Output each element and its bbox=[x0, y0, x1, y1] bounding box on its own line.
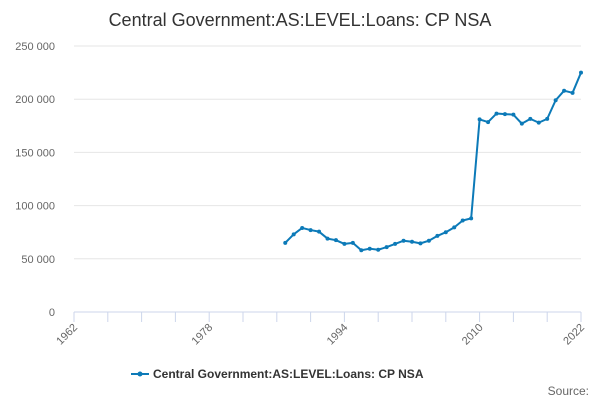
data-point bbox=[418, 241, 423, 246]
y-tick-label: 150 000 bbox=[15, 147, 55, 159]
data-point bbox=[325, 236, 330, 241]
y-tick-label: 100 000 bbox=[15, 201, 55, 213]
x-tick-label: 1962 bbox=[54, 322, 80, 348]
data-point bbox=[469, 216, 474, 221]
data-point bbox=[283, 240, 288, 245]
data-point bbox=[401, 238, 406, 243]
data-point bbox=[333, 238, 338, 243]
data-point bbox=[452, 225, 457, 230]
y-tick-label: 0 bbox=[49, 307, 55, 319]
y-axis: 0 50 000 100 000 150 000 200 000 250 000 bbox=[15, 41, 55, 319]
data-point bbox=[435, 233, 440, 238]
data-point bbox=[443, 230, 448, 235]
y-tick-label: 50 000 bbox=[21, 254, 55, 266]
legend-label: Central Government:AS:LEVEL:Loans: CP NS… bbox=[153, 367, 424, 381]
x-tick-label: 1978 bbox=[190, 322, 216, 348]
x-axis: 1962 1978 1994 2010 2022 bbox=[54, 311, 587, 348]
data-point bbox=[519, 121, 524, 126]
data-point bbox=[562, 88, 567, 93]
data-point bbox=[477, 117, 482, 122]
data-point bbox=[511, 112, 516, 117]
data-point bbox=[426, 238, 431, 243]
data-point bbox=[494, 111, 499, 116]
data-point bbox=[317, 229, 322, 234]
data-point bbox=[486, 120, 491, 125]
data-point bbox=[384, 245, 389, 250]
source-label: Source: bbox=[548, 384, 589, 398]
data-point bbox=[367, 246, 372, 251]
data-point bbox=[300, 225, 305, 230]
legend[interactable]: Central Government:AS:LEVEL:Loans: CP NS… bbox=[131, 367, 424, 381]
data-point bbox=[502, 112, 507, 117]
data-point bbox=[350, 240, 355, 245]
data-point bbox=[545, 116, 550, 121]
legend-marker-swatch bbox=[137, 371, 143, 377]
x-tick-label: 1994 bbox=[325, 322, 351, 348]
data-point bbox=[460, 218, 465, 223]
series-layer bbox=[283, 70, 583, 253]
data-point bbox=[376, 247, 381, 252]
data-point bbox=[528, 116, 533, 121]
y-tick-label: 200 000 bbox=[15, 94, 55, 106]
x-tick-label: 2022 bbox=[561, 322, 587, 348]
data-point bbox=[553, 98, 558, 103]
data-point bbox=[570, 90, 575, 95]
data-point bbox=[579, 70, 583, 75]
y-tick-label: 250 000 bbox=[15, 41, 55, 53]
grid-lines bbox=[74, 45, 581, 260]
data-point bbox=[308, 228, 313, 233]
x-tick-label: 2010 bbox=[460, 322, 486, 348]
data-point bbox=[410, 239, 414, 244]
data-point bbox=[342, 241, 347, 246]
data-point bbox=[393, 241, 398, 246]
data-point bbox=[291, 232, 296, 237]
data-point bbox=[536, 120, 541, 125]
data-point bbox=[359, 248, 364, 253]
chart-title: Central Government:AS:LEVEL:Loans: CP NS… bbox=[109, 10, 492, 30]
